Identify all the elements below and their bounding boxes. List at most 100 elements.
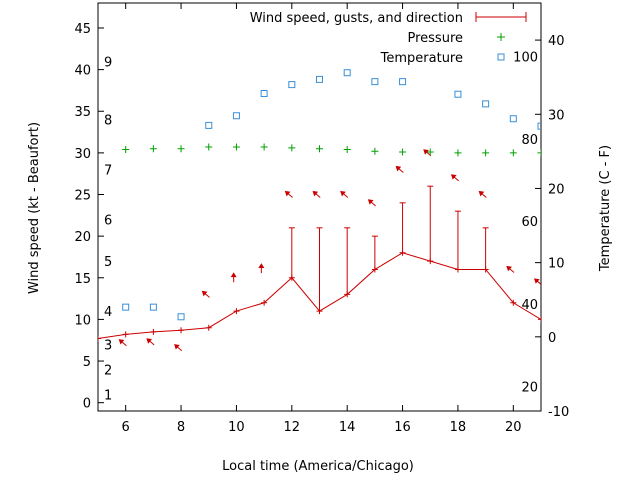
wind-speed-point (538, 316, 541, 323)
legend-swatch-pressure (497, 33, 505, 41)
y-left-tick-label: 35 (74, 105, 91, 120)
wind-direction-arrow (478, 190, 487, 198)
pressure-point (399, 148, 407, 156)
wind-direction-arrow (201, 290, 210, 298)
temperature-point (177, 313, 185, 321)
y-right-tick-label: 10 (548, 257, 565, 272)
wind-speed-point (261, 299, 268, 306)
legend-swatch-wind (475, 12, 527, 22)
fahrenheit-label: 100 (513, 50, 538, 65)
pressure-point (343, 146, 351, 154)
y-axis-label-left: Wind speed (kt - Beaufort) (27, 122, 42, 294)
wind-direction-arrow (367, 199, 376, 207)
wind-speed-point (98, 335, 101, 342)
temperature-point (316, 75, 323, 83)
x-axis-label: Local time (America/Chicago) (222, 459, 414, 474)
y-right-tick-label: 20 (548, 182, 565, 197)
x-tick-label: 12 (284, 420, 301, 435)
x-tick-label: 6 (122, 420, 130, 435)
temperature-point (149, 303, 157, 311)
x-tick-label: 14 (339, 420, 356, 435)
y-left-tick-label: 15 (74, 272, 91, 287)
wind-speed-point (178, 327, 185, 334)
beaufort-label: 8 (104, 114, 112, 129)
wind-speed-point (233, 308, 240, 315)
x-tick-label: 8 (177, 420, 185, 435)
x-tick-label: 16 (394, 420, 411, 435)
pressure-point (177, 145, 185, 153)
y-left-tick-label: 20 (74, 230, 91, 245)
beaufort-label: 5 (104, 255, 112, 270)
x-tick-label: 18 (450, 420, 467, 435)
y-left-tick-label: 10 (74, 313, 91, 328)
beaufort-label: 7 (104, 164, 112, 179)
beaufort-label: 1 (104, 388, 112, 403)
wind-direction-arrow (534, 278, 541, 285)
beaufort-label: 2 (104, 363, 112, 378)
temperature-point (343, 69, 351, 77)
legend-label-pressure: Pressure (407, 31, 463, 46)
pressure-point (454, 149, 462, 157)
wind-speed-point (150, 328, 157, 335)
x-tick-label: 10 (228, 420, 245, 435)
y-right-tick-label: -10 (548, 405, 569, 420)
fahrenheit-label: 20 (521, 381, 538, 396)
pressure-point (149, 145, 157, 153)
temperature-point (288, 81, 296, 89)
y-right-tick-label: 0 (548, 331, 556, 346)
data-layer (98, 69, 541, 352)
y-left-tick-label: 40 (74, 64, 91, 79)
legend-label-wind: Wind speed, gusts, and direction (250, 11, 463, 26)
temperature-point (232, 112, 240, 120)
wind-direction-arrow (118, 339, 127, 347)
beaufort-label: 6 (104, 213, 112, 228)
legend-swatch-temperature (497, 53, 505, 61)
wind-direction-arrow (506, 265, 515, 273)
temperature-point (454, 90, 462, 98)
pressure-point (288, 144, 296, 152)
pressure-point (260, 143, 268, 151)
temperature-point (482, 100, 490, 108)
wind-speed-point (205, 324, 212, 331)
y-left-tick-label: 45 (74, 22, 91, 37)
wind-speed-point (122, 331, 129, 338)
y-left-tick-label: 30 (74, 147, 91, 162)
pressure-point (316, 145, 323, 153)
wind-direction-arrow (258, 263, 265, 274)
temperature-point (371, 78, 379, 86)
temperature-point (205, 121, 213, 129)
legend-label-temperature: Temperature (380, 51, 463, 66)
pressure-point (371, 147, 379, 155)
pressure-point (426, 148, 434, 156)
legend: Wind speed, gusts, and direction Pressur… (250, 11, 527, 66)
y-left-tick-label: 0 (83, 397, 91, 412)
wind-direction-arrow (395, 165, 404, 173)
temperature-point (399, 78, 407, 86)
wind-direction-arrow (340, 190, 349, 198)
y-left-tick-label: 25 (74, 189, 91, 204)
wind-direction-arrow (450, 174, 459, 182)
y-axis-label-right: Temperature (C - F) (598, 145, 613, 272)
temperature-point (260, 90, 268, 98)
wind-direction-arrow (230, 272, 237, 283)
pressure-point (537, 149, 541, 157)
fahrenheit-label: 40 (521, 298, 538, 313)
wind-direction-arrow (146, 338, 155, 346)
fahrenheit-label: 80 (521, 133, 538, 148)
beaufort-label: 3 (104, 338, 112, 353)
y-right-tick-label: 30 (548, 108, 565, 123)
pressure-point (205, 143, 213, 151)
axis-layer: 6 8 10 12 14 16 18 20051015202530354045-1001020… (74, 2, 569, 435)
wind-speed-point (510, 299, 517, 306)
temperature-point (122, 303, 130, 311)
beaufort-label: 9 (104, 55, 112, 70)
pressure-point (482, 149, 490, 157)
wind-direction-arrow (174, 344, 183, 352)
temperature-point (509, 115, 517, 123)
y-right-tick-label: 40 (548, 34, 565, 49)
temperature-point (537, 122, 541, 130)
pressure-point (509, 149, 517, 157)
plot-frame (97, 2, 542, 412)
wind-direction-arrow (284, 190, 293, 198)
